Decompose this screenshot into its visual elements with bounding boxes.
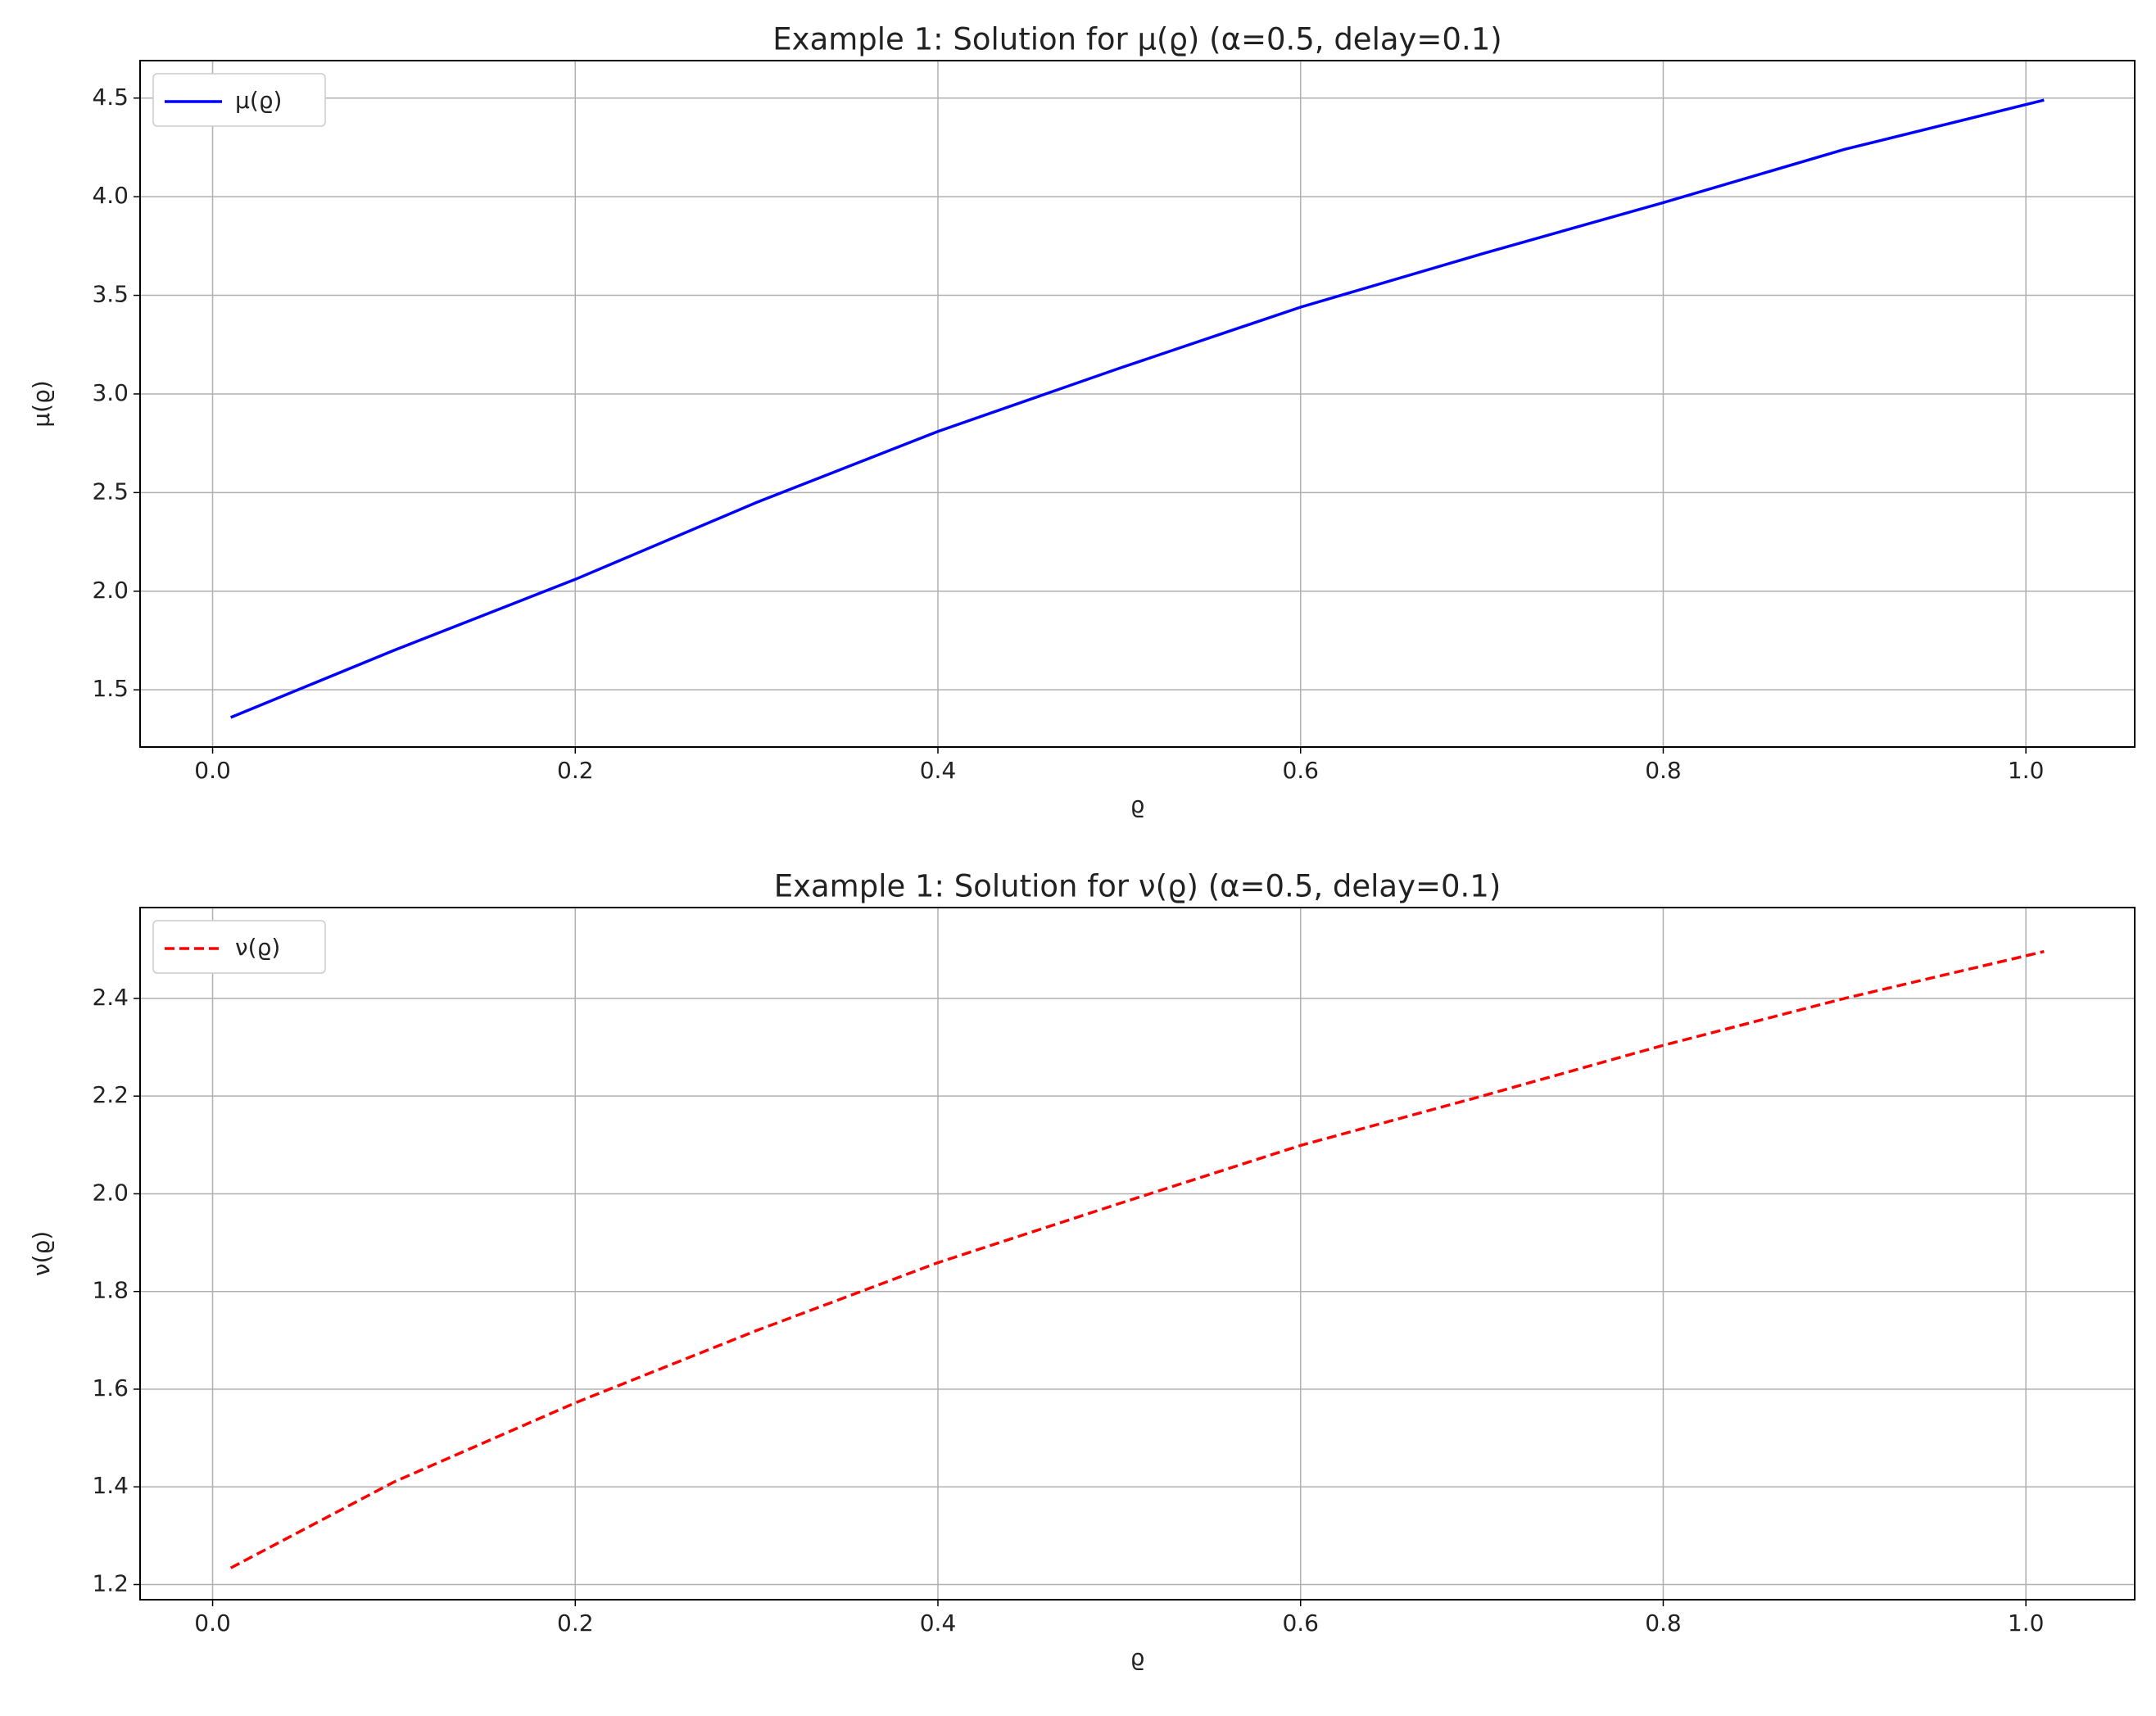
x-tick-label: 0.4 <box>920 757 957 784</box>
x-tick-label: 0.2 <box>557 1610 594 1637</box>
axes-frame <box>139 60 2136 748</box>
legend-box <box>152 920 326 974</box>
x-tick-label: 1.0 <box>2008 1610 2045 1637</box>
y-tick-label: 4.5 <box>92 84 129 111</box>
y-tick-label: 2.0 <box>92 1179 129 1206</box>
y-tick-label: 3.0 <box>92 379 129 406</box>
legend-label: ν(ϱ) <box>235 934 280 961</box>
axes-frame <box>139 907 2136 1601</box>
x-tick-label: 0.0 <box>194 757 231 784</box>
x-axis-label: ϱ <box>1130 791 1145 818</box>
x-tick-label: 1.0 <box>2008 757 2045 784</box>
y-tick-label: 1.4 <box>92 1472 129 1499</box>
data-line <box>229 949 2045 1569</box>
chart-title: Example 1: Solution for μ(ϱ) (α=0.5, del… <box>772 22 1502 57</box>
legend-label: μ(ϱ) <box>235 87 282 114</box>
x-tick-label: 0.0 <box>194 1610 231 1637</box>
legend-box <box>152 73 326 127</box>
x-tick-label: 0.2 <box>557 757 594 784</box>
y-axis-label: ν(ϱ) <box>28 1231 55 1276</box>
y-tick-label: 2.2 <box>92 1081 129 1108</box>
y-tick-label: 1.6 <box>92 1374 129 1401</box>
x-tick-label: 0.4 <box>920 1610 957 1637</box>
y-tick-label: 2.5 <box>92 478 129 505</box>
y-tick-label: 1.8 <box>92 1277 129 1304</box>
y-tick-label: 4.0 <box>92 182 129 209</box>
y-axis-label: μ(ϱ) <box>28 380 55 427</box>
y-tick-label: 1.5 <box>92 675 129 702</box>
x-axis-label: ϱ <box>1130 1644 1145 1671</box>
chart-title: Example 1: Solution for ν(ϱ) (α=0.5, del… <box>774 869 1502 904</box>
x-tick-label: 0.8 <box>1645 757 1682 784</box>
y-tick-label: 3.5 <box>92 281 129 308</box>
y-tick-label: 2.0 <box>92 577 129 604</box>
data-line <box>230 98 2045 719</box>
y-tick-label: 2.4 <box>92 984 129 1011</box>
x-tick-label: 0.6 <box>1282 1610 1319 1637</box>
y-tick-label: 1.2 <box>92 1570 129 1597</box>
x-tick-label: 0.8 <box>1645 1610 1682 1637</box>
x-tick-label: 0.6 <box>1282 757 1319 784</box>
